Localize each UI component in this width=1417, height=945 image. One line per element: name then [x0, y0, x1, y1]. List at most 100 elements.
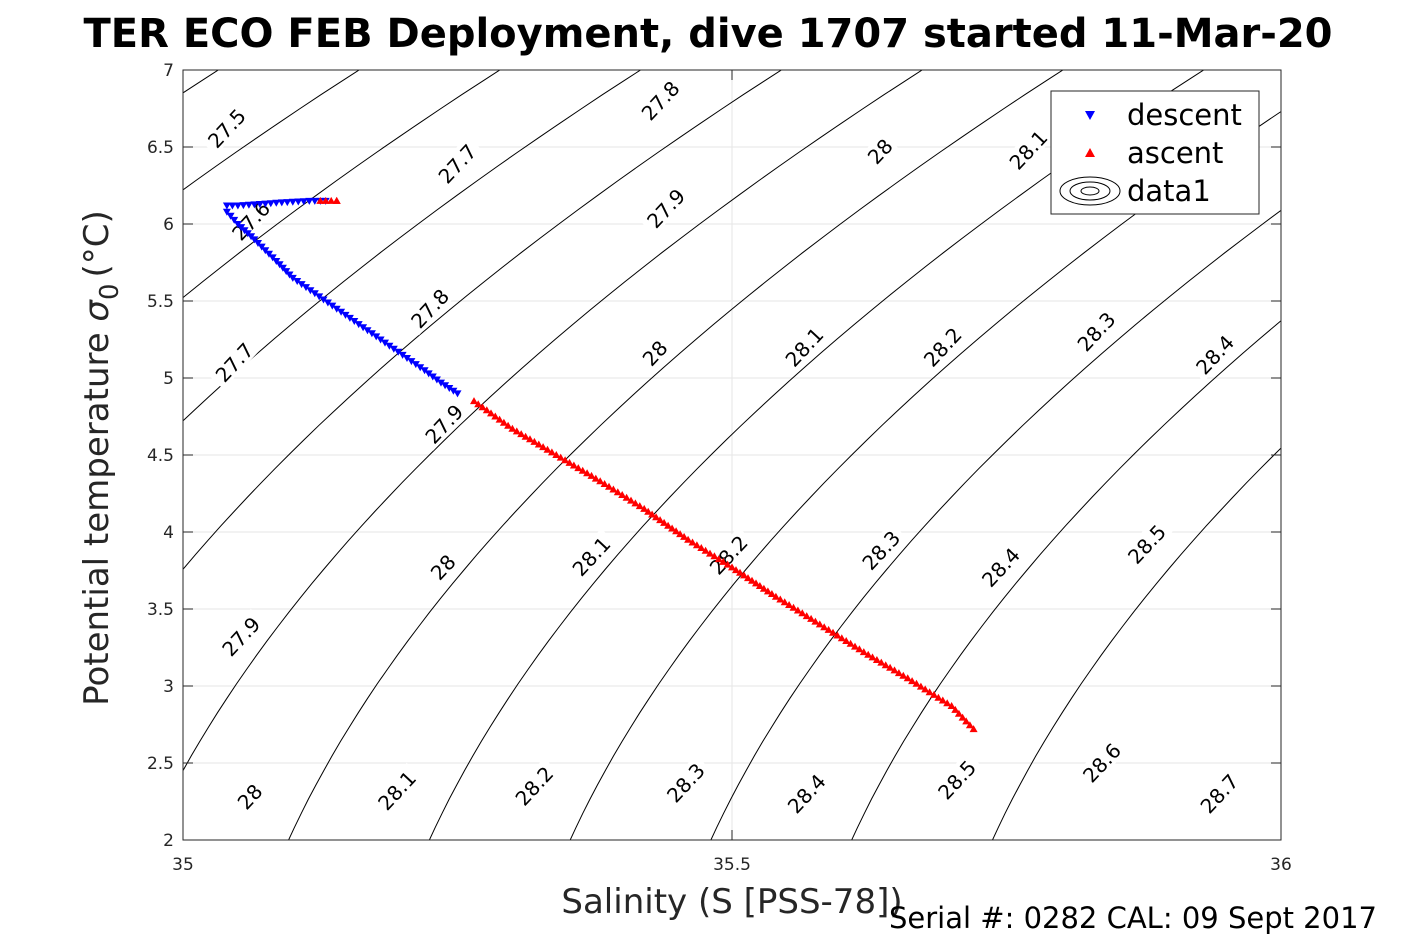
x-tick-label-2: 36	[1270, 855, 1292, 875]
descent-marker-57	[372, 333, 381, 341]
ascent-marker-2	[321, 196, 330, 204]
descent-marker-46	[323, 299, 332, 307]
ascent-marker-44	[648, 510, 657, 518]
descent-marker-67	[416, 364, 425, 372]
descent-marker-76	[453, 390, 462, 398]
legend-ascent-label: ascent	[1127, 136, 1223, 170]
ascent-marker-32	[596, 477, 605, 485]
descent-marker-29	[257, 243, 266, 251]
descent-marker-38	[288, 274, 297, 282]
ascent-marker-102	[894, 669, 903, 677]
ascent-marker-114	[947, 702, 956, 709]
chart-title: TER ECO FEB Deployment, dive 1707 starte…	[83, 11, 1332, 57]
ascent-marker-42	[640, 504, 649, 512]
contour-label-group-4: 27.8	[402, 280, 456, 336]
contour-label-bg-27	[1119, 516, 1173, 571]
contour-label-bg-23	[779, 765, 833, 821]
ascent-marker-47	[660, 518, 669, 526]
ascent-marker-115	[951, 705, 960, 713]
data-markers	[222, 196, 978, 733]
ascent-marker-110	[930, 690, 938, 698]
ascent-marker-120	[969, 725, 978, 733]
contour-label-bg-19	[915, 319, 969, 374]
descent-marker-45	[319, 296, 328, 304]
ascent-marker-79	[793, 606, 802, 614]
y-axis-label: Potential temperature σ0 (°C)	[77, 210, 125, 706]
ascent-marker-81	[802, 612, 811, 620]
ascent-marker-37	[618, 491, 627, 498]
ascent-marker-97	[872, 656, 881, 663]
series-ascent	[316, 196, 978, 733]
descent-marker-47	[328, 302, 337, 310]
contour-label-bg-8	[638, 180, 692, 236]
contour-label-bg-3	[430, 135, 484, 191]
ascent-marker-107	[916, 682, 925, 690]
ascent-marker-76	[780, 598, 789, 606]
ascent-marker-25	[565, 458, 574, 466]
ascent-marker-121	[332, 196, 341, 204]
contour-label-bg-1	[223, 192, 277, 248]
descent-marker-14	[244, 201, 253, 209]
y-tick-label-2: 3	[163, 677, 174, 697]
contour-label-bg-7	[417, 396, 471, 451]
contour-line-10	[710, 209, 1281, 840]
descent-marker-10	[266, 200, 275, 208]
descent-marker-48	[332, 305, 341, 313]
ascent-marker-98	[877, 658, 886, 666]
contour-label-bg-15	[777, 319, 831, 374]
ascent-marker-96	[868, 653, 877, 661]
ascent-marker-100	[886, 663, 895, 671]
descent-marker-62	[394, 348, 403, 356]
descent-marker-41	[302, 284, 310, 292]
ascent-marker-74	[771, 592, 780, 600]
contour-label-bg-14	[564, 528, 618, 584]
contour-label-bg-18	[701, 527, 755, 582]
ascent-marker-83	[811, 617, 820, 625]
contour-label-bg-22	[1069, 303, 1123, 359]
x-tick-label-0: 35	[172, 855, 194, 875]
ascent-marker-84	[815, 620, 824, 628]
ascent-marker-92	[851, 642, 859, 650]
ascent-marker-33	[600, 480, 609, 487]
descent-marker-73	[441, 382, 450, 390]
ascent-marker-89	[837, 634, 846, 642]
serial-calibration-footer: Serial #: 0282 CAL: 09 Sept 2017	[889, 901, 1377, 935]
ascent-marker-46	[656, 516, 665, 524]
x-tick-label-1: 35.5	[713, 855, 751, 875]
contour-line-2	[183, 70, 360, 191]
contour-label-group-29: 28.7	[1192, 765, 1246, 821]
descent-marker-6	[288, 198, 297, 206]
legend-descent-label: descent	[1127, 98, 1242, 132]
ascent-marker-6	[482, 406, 491, 414]
y-tick-label-7: 5.5	[147, 292, 174, 312]
contour-label-bg-6	[214, 608, 267, 664]
descent-marker-64	[403, 355, 411, 362]
contour-label-bg-0	[199, 100, 253, 156]
contour-line-12	[991, 447, 1281, 840]
y-tick-label-1: 2.5	[147, 754, 174, 774]
contour-label-bg-20	[658, 755, 712, 810]
ascent-marker-31	[591, 474, 600, 482]
descent-marker-12	[255, 201, 264, 208]
ascent-marker-122	[316, 196, 325, 204]
descent-marker-70	[428, 373, 437, 381]
ascent-marker-119	[965, 721, 974, 729]
descent-marker-72	[437, 379, 445, 387]
ascent-marker-14	[517, 430, 526, 438]
y-tick-label-4: 4	[163, 523, 174, 543]
ascent-marker-23	[556, 453, 565, 461]
ascent-marker-4	[474, 400, 483, 408]
descent-marker-32	[268, 254, 277, 262]
descent-marker-43	[310, 290, 319, 298]
ascent-marker-82	[807, 614, 816, 622]
legend[interactable]: descent ascent data1	[1050, 90, 1260, 215]
ascent-marker-10	[499, 418, 508, 426]
ascent-marker-62	[723, 560, 732, 568]
ascent-marker-58	[706, 549, 714, 557]
contour-label-bg-2	[207, 334, 261, 390]
ascent-marker-90	[842, 637, 851, 644]
ascent-marker-3	[470, 397, 478, 405]
y-axis-label-symbol: σ	[77, 299, 117, 322]
ascent-marker-94	[859, 648, 868, 656]
descent-marker-71	[432, 376, 441, 384]
